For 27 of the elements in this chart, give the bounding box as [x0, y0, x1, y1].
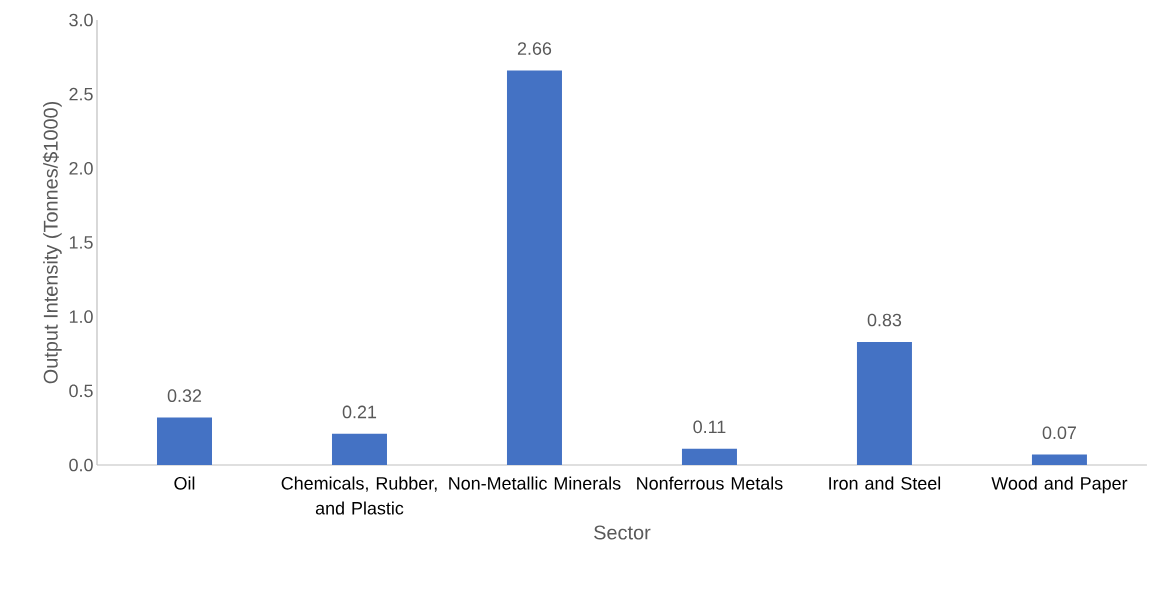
- data-label: 0.32: [167, 389, 202, 403]
- y-tick-label: 0.5: [69, 384, 93, 398]
- y-tick-label: 1.0: [69, 310, 93, 324]
- y-tick-label: 2.5: [69, 87, 93, 101]
- data-label: 0.11: [693, 420, 726, 434]
- bar: [856, 341, 912, 465]
- x-tick-label: Oil: [174, 476, 195, 490]
- x-axis-title: Sector: [594, 525, 651, 540]
- bar: [157, 417, 212, 465]
- bar: [506, 70, 562, 465]
- x-tick-label: Nonferrous Metals: [637, 476, 783, 490]
- data-label: 0.07: [1042, 426, 1076, 440]
- x-tick-label: Non-Metallic Minerals: [449, 476, 621, 490]
- bar: [331, 433, 387, 465]
- y-tick-label: 2.0: [69, 161, 93, 175]
- data-label: 0.83: [867, 313, 902, 327]
- y-tick-label: 1.5: [69, 236, 93, 249]
- bar: [1031, 454, 1087, 465]
- y-axis-title: Output Intensity (Tonnes/$1000): [42, 101, 62, 384]
- bar: [681, 448, 737, 465]
- data-label: 2.66: [517, 42, 552, 55]
- x-tick-label: Wood and Paper: [991, 476, 1128, 494]
- y-tick-label: 0.0: [69, 458, 93, 472]
- x-tick-label: Chemicals, Rubber, and Plastic: [281, 476, 437, 515]
- x-tick-label: Iron and Steel: [829, 476, 941, 490]
- data-label: 0.21: [342, 405, 377, 419]
- y-tick-label: 3.0: [69, 13, 93, 27]
